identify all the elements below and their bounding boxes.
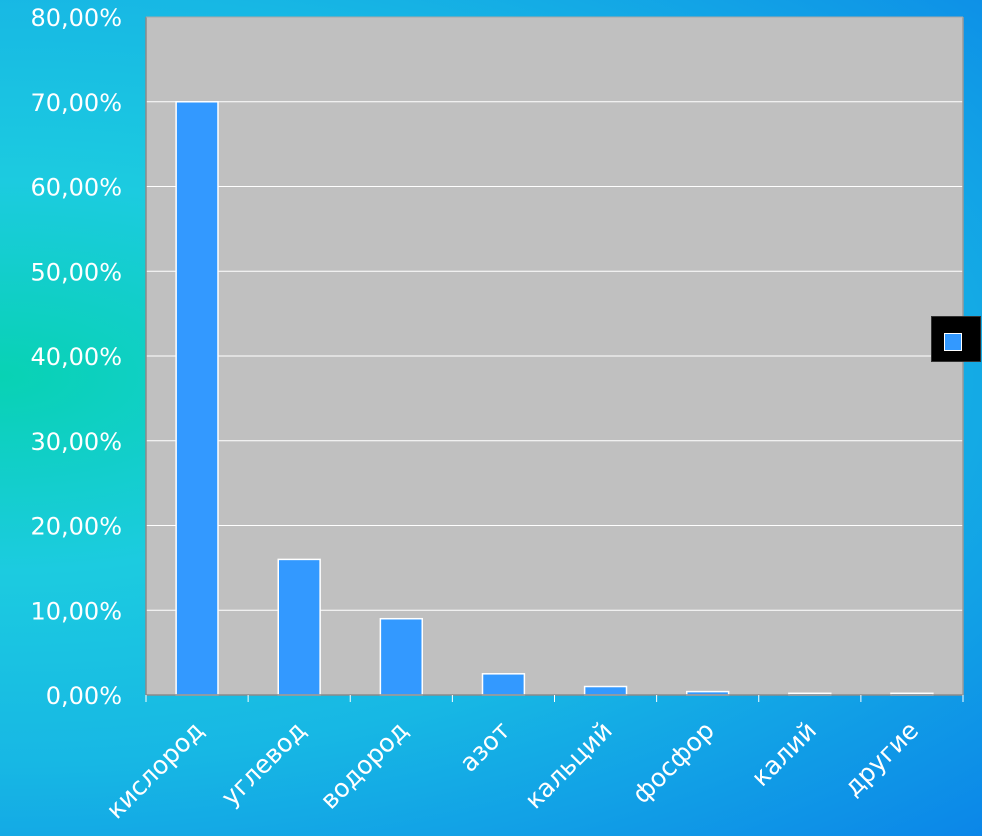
y-tick-label: 40,00% xyxy=(30,343,122,371)
x-tick-label: кислород xyxy=(101,716,210,825)
x-tick-label: азот xyxy=(454,716,516,778)
x-tick-label: водород xyxy=(315,716,414,815)
x-tick-label: углевод xyxy=(216,716,312,812)
y-tick-label: 30,00% xyxy=(30,428,122,456)
x-tick-labels: кислород углевод водород азот кальций фосфор к… xyxy=(101,716,925,825)
bar xyxy=(277,558,321,696)
x-tick-label: кальций xyxy=(519,716,618,815)
legend-swatch xyxy=(944,333,962,351)
bar xyxy=(583,685,628,696)
y-tick-label: 60,00% xyxy=(30,174,122,202)
y-tick-label: 70,00% xyxy=(30,89,122,117)
bar xyxy=(379,617,423,696)
y-tick-labels: 0,00% 10,00% 20,00% 30,00% 40,00% 50,00% 60,00… xyxy=(30,4,122,710)
x-tick-label: калий xyxy=(746,716,822,792)
bar xyxy=(481,673,526,696)
bars xyxy=(175,101,934,696)
y-tick-label: 80,00% xyxy=(30,4,122,32)
y-tick-label: 10,00% xyxy=(30,597,122,625)
y-tick-label: 20,00% xyxy=(30,513,122,541)
y-tick-label: 0,00% xyxy=(46,682,122,710)
y-tick-label: 50,00% xyxy=(30,258,122,286)
bar xyxy=(175,101,219,696)
legend xyxy=(931,316,981,362)
x-tick-label: другие xyxy=(838,716,924,802)
x-tick-label: фосфор xyxy=(627,716,720,809)
